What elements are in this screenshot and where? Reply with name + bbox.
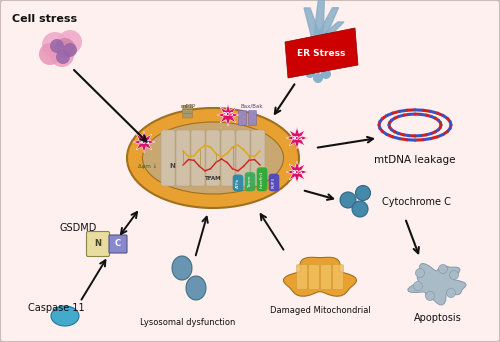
Text: mPTP: mPTP <box>180 104 196 108</box>
Circle shape <box>55 38 75 58</box>
Text: ROS: ROS <box>222 113 234 118</box>
FancyBboxPatch shape <box>182 109 192 114</box>
FancyBboxPatch shape <box>206 130 220 186</box>
FancyBboxPatch shape <box>182 114 192 118</box>
Text: N: N <box>169 163 175 169</box>
Circle shape <box>450 271 458 279</box>
Polygon shape <box>285 28 358 78</box>
FancyBboxPatch shape <box>176 130 190 186</box>
FancyBboxPatch shape <box>191 130 205 186</box>
FancyBboxPatch shape <box>86 232 110 256</box>
Text: RUP3: RUP3 <box>272 177 276 188</box>
FancyBboxPatch shape <box>248 110 256 126</box>
Polygon shape <box>313 8 338 43</box>
Text: Lysosomal dysfunction: Lysosomal dysfunction <box>140 318 235 327</box>
Circle shape <box>414 281 422 290</box>
Ellipse shape <box>172 256 192 280</box>
Ellipse shape <box>127 108 299 208</box>
FancyBboxPatch shape <box>221 130 235 186</box>
Text: N: N <box>94 239 102 249</box>
Text: C: C <box>115 239 121 249</box>
Circle shape <box>50 39 64 53</box>
Text: Interfin1: Interfin1 <box>260 171 264 188</box>
FancyBboxPatch shape <box>320 264 332 289</box>
FancyBboxPatch shape <box>236 130 250 186</box>
FancyBboxPatch shape <box>296 264 308 289</box>
Text: GSDMD: GSDMD <box>60 223 98 233</box>
Circle shape <box>63 43 77 57</box>
FancyBboxPatch shape <box>109 235 127 253</box>
Circle shape <box>416 268 424 277</box>
Circle shape <box>356 185 370 200</box>
Circle shape <box>56 50 70 64</box>
Text: Apoptosis: Apoptosis <box>414 313 462 323</box>
Text: Bax/Bak: Bax/Bak <box>240 104 264 108</box>
Circle shape <box>438 264 448 274</box>
Polygon shape <box>313 22 344 43</box>
FancyBboxPatch shape <box>161 130 175 186</box>
FancyBboxPatch shape <box>238 110 246 126</box>
FancyBboxPatch shape <box>332 264 344 289</box>
Circle shape <box>446 289 456 298</box>
Polygon shape <box>284 257 356 296</box>
Polygon shape <box>313 0 324 43</box>
Circle shape <box>340 192 356 208</box>
Text: Tomm: Tomm <box>248 175 252 188</box>
Text: Cytochrome C: Cytochrome C <box>382 197 451 207</box>
Ellipse shape <box>51 306 79 326</box>
Ellipse shape <box>142 122 284 194</box>
Polygon shape <box>286 161 308 183</box>
Circle shape <box>313 73 323 83</box>
Text: TFAM: TFAM <box>204 175 222 181</box>
Polygon shape <box>286 127 308 149</box>
Text: ATPb: ATPb <box>236 178 240 188</box>
Text: ER Stress: ER Stress <box>297 49 345 57</box>
Circle shape <box>50 43 74 67</box>
Text: mtDNA leakage: mtDNA leakage <box>374 155 456 165</box>
Text: ROS: ROS <box>138 140 149 145</box>
Circle shape <box>39 43 61 65</box>
Ellipse shape <box>186 276 206 300</box>
FancyBboxPatch shape <box>308 264 320 289</box>
Text: ROS: ROS <box>292 170 302 174</box>
Text: Damaged Mitochondrial: Damaged Mitochondrial <box>270 306 370 315</box>
Circle shape <box>352 201 368 217</box>
Circle shape <box>42 32 68 58</box>
Polygon shape <box>304 8 323 43</box>
Polygon shape <box>133 131 155 153</box>
Text: Caspase 11: Caspase 11 <box>28 303 84 313</box>
Circle shape <box>321 69 331 79</box>
FancyBboxPatch shape <box>182 105 192 110</box>
Circle shape <box>426 291 434 301</box>
Text: Δψm ↓: Δψm ↓ <box>138 163 158 169</box>
FancyBboxPatch shape <box>251 130 265 186</box>
Text: ROS: ROS <box>292 135 302 141</box>
Polygon shape <box>408 263 466 305</box>
Circle shape <box>305 68 315 78</box>
Circle shape <box>58 30 82 54</box>
Text: Cell stress: Cell stress <box>12 14 77 24</box>
Polygon shape <box>217 104 239 126</box>
